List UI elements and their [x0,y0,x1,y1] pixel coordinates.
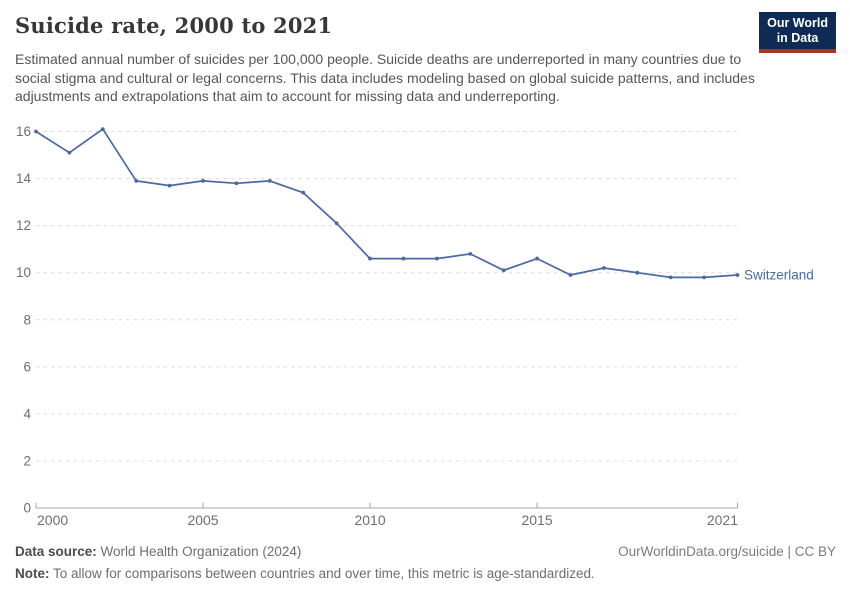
data-point-switzerland-2003 [134,179,139,183]
y-tick-label-4: 4 [23,406,31,421]
x-tick-label-2015: 2015 [521,512,552,528]
data-point-switzerland-2000 [34,129,38,134]
data-point-switzerland-2018 [635,270,640,275]
data-point-switzerland-2020 [702,275,706,280]
data-point-switzerland-2007 [267,179,272,183]
owid-logo-line2: in Data [776,31,819,45]
data-point-switzerland-2008 [301,190,306,195]
chart-title: Suicide rate, 2000 to 2021 [15,13,333,38]
owid-logo[interactable]: Our World in Data [759,12,836,53]
data-point-switzerland-2019 [668,275,673,280]
owid-logo-line1: Our World [767,16,828,30]
data-point-switzerland-2002 [100,127,105,132]
data-point-switzerland-2021 [735,273,740,277]
data-point-switzerland-2010 [368,256,372,261]
data-point-switzerland-2012 [434,256,439,261]
x-tick-label-2010: 2010 [354,512,385,528]
x-tick-label-2021: 2021 [707,512,738,528]
x-tick-label-2005: 2005 [187,512,218,528]
data-point-switzerland-2004 [167,183,172,188]
line-chart: 2000 2005 2010 2015 2021 0 2 4 6 8 10 12 14 16 Switzer… [16,124,814,528]
y-tick-label-8: 8 [23,312,31,327]
y-tick-label-12: 12 [16,218,31,233]
y-tick-label-14: 14 [16,171,32,186]
data-point-switzerland-2015 [535,256,539,261]
data-point-switzerland-2017 [601,266,606,270]
data-point-switzerland-2009 [334,221,339,226]
data-point-switzerland-2013 [468,251,473,256]
data-point-switzerland-2001 [67,150,72,155]
chart-footer: Data source: World Health Organization (… [15,542,836,583]
data-point-switzerland-2014 [501,268,506,273]
y-tick-label-2: 2 [23,453,31,468]
data-source-text: World Health Organization (2024) [96,544,302,559]
y-tick-label-0: 0 [23,501,31,516]
series-label-switzerland: Switzerland [744,268,814,283]
data-point-switzerland-2005 [201,179,205,183]
note-label: Note: [15,566,50,581]
note-text: To allow for comparisons between countri… [49,566,595,581]
footer-note-row: Note: To allow for comparisons between c… [15,564,836,583]
data-line-switzerland [35,128,739,279]
chart-subtitle: Estimated annual number of suicides per … [15,51,755,105]
license-link[interactable]: OurWorldinData.org/suicide | CC BY [618,544,836,559]
x-tick-label-2000: 2000 [37,512,68,528]
data-source: Data source: World Health Organization (… [15,542,301,561]
footer-source-row: Data source: World Health Organization (… [15,542,836,561]
data-point-switzerland-2016 [568,273,573,277]
y-tick-label-16: 16 [16,124,31,139]
data-point-switzerland-2006 [234,181,239,186]
y-tick-label-6: 6 [23,359,31,374]
data-point-switzerland-2011 [401,256,406,261]
data-source-label: Data source: [15,544,97,559]
y-tick-label-10: 10 [16,265,31,280]
